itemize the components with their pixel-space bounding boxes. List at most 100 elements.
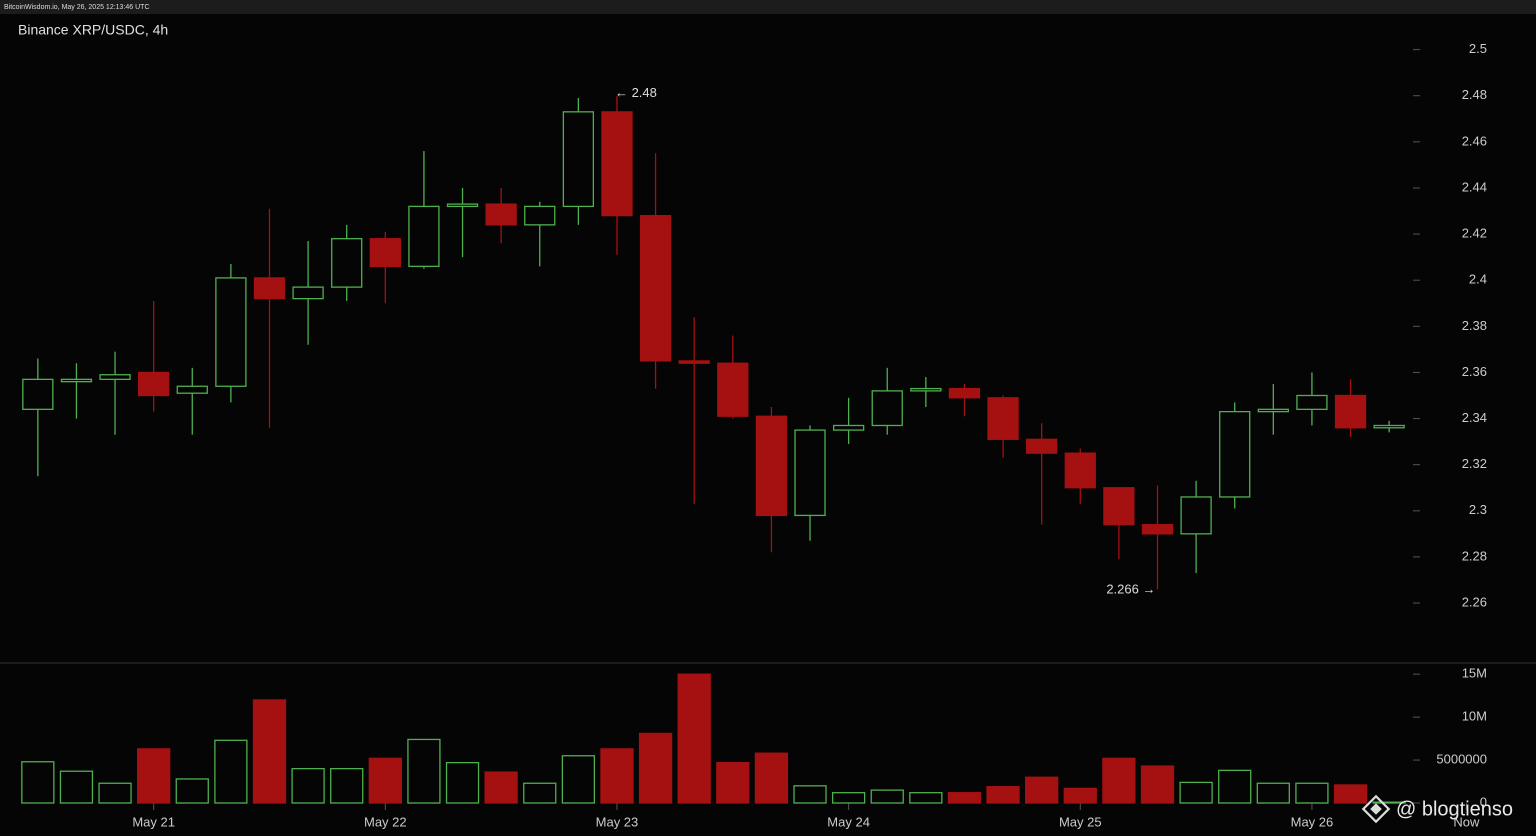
candle-body [755, 415, 788, 517]
volume-bar [291, 767, 325, 804]
candle-body [601, 111, 633, 217]
volume-bar [909, 792, 943, 804]
candle-body [910, 387, 942, 392]
volume-bar [1102, 757, 1136, 804]
volume-bar [1218, 769, 1252, 804]
volume-bar [793, 785, 827, 804]
y-tick-label: 5000000 [1436, 751, 1487, 766]
candle-body [446, 203, 479, 208]
x-tick-label: May 21 [132, 814, 175, 829]
candle-body [562, 111, 595, 208]
candle-body [717, 362, 749, 417]
x-tick-label: May 24 [827, 814, 870, 829]
volume-bar [523, 782, 557, 804]
candle-body [22, 378, 54, 410]
watermark-text: @ blogtienso [1396, 798, 1513, 820]
candle-body [678, 360, 710, 364]
candle-body [524, 205, 556, 226]
annotation: 2.266 → [1106, 582, 1155, 597]
candle-body [832, 424, 865, 431]
y-tick-label: 2.44 [1462, 179, 1487, 194]
header-text: BitcoinWisdom.io, May 26, 2025 12:13:46 … [4, 4, 150, 11]
volume-bar [1140, 765, 1175, 804]
header-bar [0, 0, 1536, 14]
candle-body [1219, 410, 1251, 498]
y-tick-label: 2.26 [1462, 594, 1487, 609]
candle-body [408, 205, 440, 268]
y-tick-label: 2.36 [1462, 364, 1487, 379]
volume-bar [1256, 782, 1290, 804]
volume-bar [1372, 801, 1406, 804]
y-tick-label: 2.4 [1469, 272, 1487, 287]
candle-body [60, 378, 93, 383]
volume-bar [561, 755, 596, 804]
candle-body [215, 277, 247, 387]
candle-body [1180, 496, 1212, 535]
candle-body [176, 385, 208, 394]
candle-body [639, 214, 672, 362]
candle-body [138, 371, 170, 397]
volume-bar [1025, 776, 1059, 804]
candle-body [1141, 523, 1174, 535]
volume-bar [638, 732, 673, 804]
x-tick-label: May 22 [364, 814, 407, 829]
volume-bar [831, 792, 866, 804]
y-tick-label: 2.48 [1462, 87, 1487, 102]
candle-body [292, 286, 324, 300]
volume-bar [484, 771, 518, 804]
y-tick-label: 2.28 [1462, 548, 1487, 563]
candle-body [99, 374, 131, 381]
volume-bar [1179, 781, 1213, 804]
candle-body [987, 397, 1019, 440]
volume-bar [21, 761, 55, 804]
x-tick-label: Now [1453, 814, 1480, 829]
volume-bar [137, 748, 171, 804]
volume-bar [407, 738, 441, 804]
volume-bar [59, 770, 94, 804]
candle-body [871, 390, 903, 427]
y-tick-label: 2.46 [1462, 133, 1487, 148]
candle-body [369, 238, 401, 268]
y-tick-label: 2.3 [1469, 502, 1487, 517]
volume-bar [214, 739, 248, 804]
candle-body [331, 238, 363, 288]
candle-body [1103, 487, 1135, 526]
volume-bar [368, 757, 402, 804]
volume-bar [1063, 787, 1097, 804]
volume-bar [252, 699, 287, 804]
candle-body [1026, 438, 1058, 454]
x-tick-label: May 23 [596, 814, 639, 829]
y-tick-label: 2.38 [1462, 318, 1487, 333]
volume-bar [98, 782, 132, 804]
candle-body [1296, 394, 1328, 410]
candle-body [1373, 424, 1405, 429]
candle-body [1257, 408, 1289, 413]
volume-bar [677, 673, 711, 804]
y-tick-label: 2.34 [1462, 410, 1487, 425]
candle-body [253, 277, 286, 300]
volume-bar [175, 778, 209, 804]
y-tick-label: 2.5 [1469, 41, 1487, 56]
watermark: @ blogtienso [1361, 794, 1513, 824]
x-tick-label: May 25 [1059, 814, 1102, 829]
volume-bar [1333, 784, 1368, 804]
y-tick-label: 2.32 [1462, 456, 1487, 471]
y-tick-label: 2.42 [1462, 226, 1487, 241]
candle-body [485, 203, 517, 226]
annotation: ← 2.48 [615, 85, 657, 100]
x-tick-label: May 26 [1291, 814, 1334, 829]
y-tick-label: 10M [1462, 709, 1487, 724]
y-tick-label: 0 [1480, 794, 1487, 809]
volume-bar [445, 761, 480, 804]
volume-bar [754, 752, 789, 804]
y-tick-label: 15M [1462, 666, 1487, 681]
candle-body [1064, 452, 1096, 489]
volume-bar [600, 748, 634, 804]
volume-bar [986, 786, 1020, 804]
candle-body [948, 387, 981, 399]
candle-body [1334, 394, 1367, 429]
volume-bar [716, 761, 750, 804]
volume-bar [1295, 782, 1329, 804]
